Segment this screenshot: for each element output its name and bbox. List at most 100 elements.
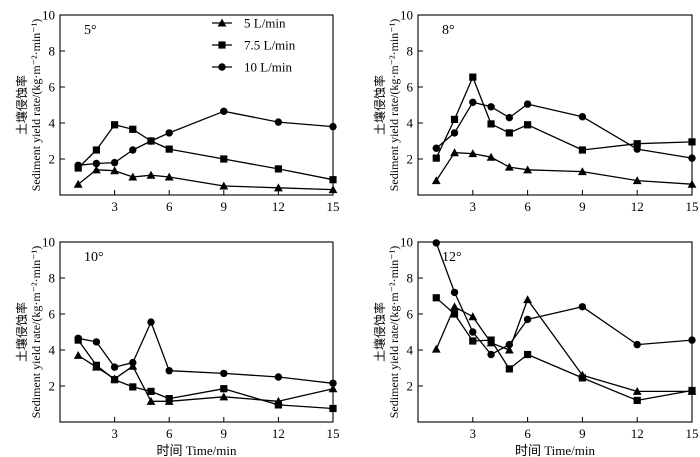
data-point (504, 162, 514, 171)
plot-frame (417, 14, 693, 196)
legend-label: 5 L/min (244, 16, 286, 31)
data-point (633, 145, 641, 153)
data-point (432, 239, 440, 247)
data-point (74, 334, 82, 342)
data-point (146, 396, 156, 405)
x-tick-label: 6 (524, 426, 531, 441)
x-axis-label: 时间 Time/min (515, 443, 596, 457)
data-point (274, 165, 282, 173)
data-point (450, 288, 459, 297)
series-line (435, 152, 693, 185)
x-tick-label: 12 (272, 426, 285, 441)
data-point (111, 121, 119, 129)
data-point (74, 161, 82, 169)
legend-label: 10 L/min (244, 60, 293, 75)
data-point (486, 152, 496, 161)
x-tick-label: 3 (111, 199, 118, 214)
data-point (147, 318, 155, 326)
y-tick-label: 8 (407, 271, 414, 286)
data-point (450, 302, 459, 311)
data-point (73, 179, 83, 188)
data-point (165, 395, 173, 403)
y-tick-label: 2 (49, 379, 56, 394)
data-point (524, 121, 532, 129)
data-point (523, 295, 532, 304)
data-point (450, 129, 459, 137)
y-tick-label: 8 (407, 44, 414, 59)
data-point (220, 107, 228, 116)
data-point (165, 129, 173, 137)
x-tick-label: 3 (111, 426, 118, 441)
y-axis-label-en: Sediment yield rate/(kg·m⁻²·min⁻¹) (29, 246, 43, 419)
y-tick-label: 4 (407, 116, 414, 131)
data-point (110, 158, 119, 167)
y-tick-label: 2 (407, 152, 414, 167)
data-point (632, 387, 642, 395)
x-tick-label: 6 (166, 426, 173, 441)
y-tick-label: 4 (49, 343, 56, 358)
data-point (164, 172, 174, 181)
data-point (487, 336, 495, 344)
data-point (450, 310, 459, 318)
data-point (523, 315, 532, 324)
x-tick-label: 12 (272, 199, 285, 214)
data-point (450, 115, 459, 123)
data-point (578, 374, 586, 382)
data-point (687, 179, 697, 188)
data-point (487, 120, 495, 128)
x-tick-label: 9 (579, 426, 586, 441)
data-point (505, 113, 514, 122)
data-point (220, 155, 228, 163)
data-point (524, 350, 532, 359)
panel-title: 8° (442, 23, 455, 38)
data-point (329, 122, 337, 131)
data-point (274, 118, 283, 126)
data-point (688, 154, 696, 162)
data-point (523, 165, 532, 174)
data-point (165, 145, 173, 153)
x-tick-label: 15 (686, 426, 699, 441)
legend-label: 7.5 L/min (244, 38, 296, 53)
data-point (505, 129, 513, 137)
x-tick-label: 12 (631, 199, 644, 214)
data-point (487, 350, 495, 359)
y-axis-label-cn: 土壤侵蚀率 (14, 75, 29, 135)
data-point (110, 166, 119, 175)
data-point (468, 312, 478, 321)
data-point (469, 98, 477, 107)
data-point (146, 170, 156, 179)
data-point (92, 146, 100, 154)
data-point (450, 148, 459, 157)
data-point (165, 367, 173, 375)
x-tick-label: 9 (221, 426, 228, 441)
panel-4: 2 4 6 8 10 3 6 9 12 15 12° 土壤侵蚀率 Sediment yield rate… (372, 235, 699, 457)
data-point (274, 183, 283, 192)
data-point (129, 358, 137, 367)
y-axis-label-cn: 土壤侵蚀率 (14, 302, 29, 362)
data-point (329, 379, 337, 387)
series-line (435, 76, 693, 159)
x-tick-label: 6 (524, 199, 531, 214)
data-point (128, 172, 138, 181)
data-point (432, 144, 440, 152)
y-axis-label: 土壤侵蚀率 (14, 302, 29, 362)
x-tick-label: 3 (470, 426, 477, 441)
y-tick-label: 6 (49, 80, 56, 95)
panel-1: 2 4 6 8 10 3 6 9 12 15 5° 土壤侵蚀率 Sediment yield rate/… (14, 8, 340, 215)
data-point (504, 345, 514, 354)
y-axis-label-en: Sediment yield rate/(kg·m⁻²·min⁻¹) (29, 19, 43, 192)
plot-frame (59, 14, 334, 196)
series-line (78, 321, 334, 384)
x-tick-label: 6 (166, 199, 173, 214)
y-axis-label: 土壤侵蚀率 (372, 75, 387, 135)
data-point (274, 401, 282, 409)
data-point (219, 392, 229, 401)
data-point (220, 385, 228, 393)
data-point (92, 338, 101, 346)
x-tick-label: 15 (686, 199, 699, 214)
data-point (578, 303, 587, 311)
y-axis-label-cn: 土壤侵蚀率 (372, 302, 387, 362)
data-point (274, 373, 283, 381)
data-point (632, 176, 642, 185)
